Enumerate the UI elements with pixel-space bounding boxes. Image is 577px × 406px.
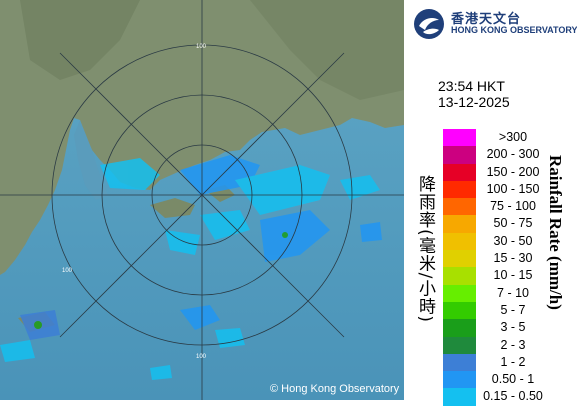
legend-swatch	[443, 336, 476, 354]
legend-swatch	[443, 371, 476, 389]
estuary	[74, 120, 108, 200]
legend-label: 200 - 300	[486, 147, 540, 162]
legend-swatch	[443, 180, 476, 199]
hko-logo-icon	[414, 9, 444, 39]
legend-row: 200 - 300	[440, 146, 539, 164]
legend-row: 15 - 30	[440, 250, 532, 268]
legend-row: 100 - 150	[440, 180, 539, 199]
legend-row: 30 - 50	[440, 232, 532, 251]
legend-title-english: Rainfall Rate (mm/h)	[546, 155, 565, 310]
legend-label: 0.15 - 0.50	[483, 389, 543, 404]
legend-row: 3 - 5	[440, 319, 526, 337]
legend-swatch	[443, 232, 476, 251]
side-panel: 香港天文台 HONG KONG OBSERVATORY 23:54 HKT 13…	[404, 0, 577, 406]
legend-swatch	[443, 388, 476, 406]
legend-swatch	[443, 267, 476, 285]
legend-label: 15 - 30	[493, 251, 533, 266]
legend-row: 5 - 7	[440, 301, 526, 320]
legend-row: 7 - 10	[440, 284, 529, 302]
legend-swatch	[443, 129, 476, 147]
legend-swatch	[443, 198, 476, 216]
legend-label: 75 - 100	[490, 199, 536, 214]
legend-label: 3 - 5	[500, 320, 526, 335]
land-terrain	[20, 0, 140, 80]
legend-swatch	[443, 163, 476, 181]
logo-chinese-name: 香港天文台	[451, 12, 522, 27]
logo-english-name: HONG KONG OBSERVATORY	[451, 25, 577, 35]
legend-row: 10 - 15	[440, 267, 532, 285]
legend-title-chinese: 降雨率(毫米/小時)	[415, 175, 435, 323]
legend-row: 50 - 75	[440, 215, 532, 233]
legend-row: 0.15 - 0.50	[440, 388, 543, 406]
legend-swatch	[443, 215, 476, 233]
legend-label: 2 - 3	[500, 337, 526, 352]
legend-row: 2 - 3	[440, 336, 526, 354]
rain-echoes	[0, 155, 382, 380]
legend-swatch	[443, 250, 476, 268]
timestamp-date: 13-12-2025	[438, 94, 510, 110]
range-rings	[0, 0, 404, 400]
land-terrain	[250, 0, 404, 100]
legend-row: 0.50 - 1	[440, 371, 534, 389]
legend-row: 1 - 2	[440, 353, 526, 372]
radar-map-canvas: 100 100 100	[0, 0, 404, 400]
rainfall-legend: >300 200 - 300 150 - 200 100 - 150 75 - 100 5…	[440, 129, 543, 406]
legend-swatch	[443, 146, 476, 164]
legend-label: 30 - 50	[493, 233, 533, 248]
ring-label: 100	[62, 268, 73, 274]
timestamp-time: 23:54 HKT	[438, 78, 505, 94]
legend-label: 0.50 - 1	[491, 372, 535, 387]
radar-map: 100 100 100 © Hong Kong Observatory	[0, 0, 404, 400]
legend-row: 150 - 200	[440, 163, 539, 181]
legend-swatch	[443, 284, 476, 302]
legend-swatch	[443, 319, 476, 337]
legend-label: 100 - 150	[486, 181, 540, 196]
legend-row: 75 - 100	[440, 198, 536, 216]
legend-swatch	[443, 353, 476, 372]
legend-label: 5 - 7	[500, 302, 526, 317]
legend-label: 50 - 75	[493, 216, 533, 231]
copyright-text: © Hong Kong Observatory	[270, 383, 400, 395]
legend-label: 7 - 10	[497, 285, 529, 300]
legend-label: >300	[498, 130, 528, 144]
legend-swatch	[443, 301, 476, 320]
legend-label: 150 - 200	[486, 164, 540, 179]
legend-label: 1 - 2	[500, 354, 526, 369]
legend-label: 10 - 15	[493, 268, 533, 283]
ring-label: 100	[196, 354, 207, 360]
legend-row: >300	[440, 129, 527, 147]
ring-label: 100	[196, 44, 207, 50]
